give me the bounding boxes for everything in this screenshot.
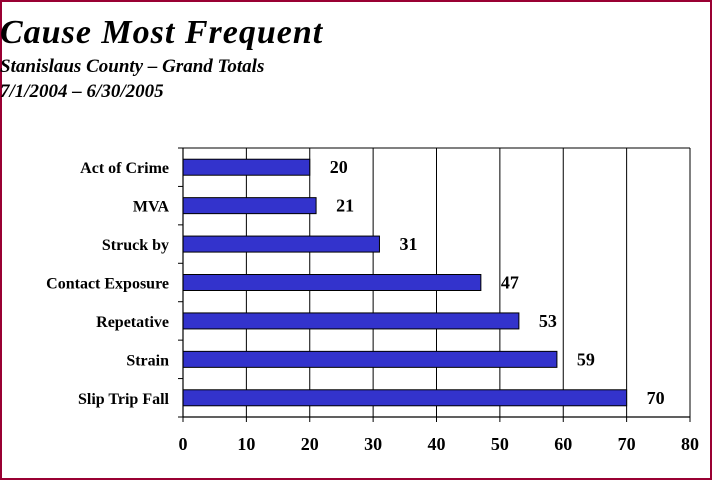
x-tick-label-80: 80 [681,434,699,454]
category-label: Struck by [102,237,169,254]
x-tick-label-30: 30 [364,434,382,454]
bar-strain [182,350,558,368]
bar-act-of-crime [182,158,311,176]
chart-title: Cause Most Frequent [0,14,324,51]
bar-mva [182,197,317,215]
x-tick-label-60: 60 [554,434,572,454]
bar-slip-trip-fall [182,389,628,407]
x-tick-label-20: 20 [301,434,319,454]
axes [178,147,691,422]
value-label: 47 [501,273,519,293]
bar-repetative [182,312,520,330]
category-label: Act of Crime [80,160,169,177]
value-label: 21 [336,196,354,216]
x-tick-label-10: 10 [237,434,255,454]
category-label: Slip Trip Fall [78,391,170,408]
bars [182,158,628,407]
chart-date-range: 7/1/2004 – 6/30/2005 [0,81,164,102]
value-label: 31 [399,234,417,254]
category-label: MVA [133,199,170,216]
value-label: 53 [539,311,557,331]
value-label: 20 [330,157,348,177]
value-label: 59 [577,349,595,369]
value-label: 70 [647,388,665,408]
chart-subtitle: Stanislaus County – Grand Totals [0,56,265,77]
labels: 0 10 20 30 40 50 60 70 80 Act of Crime 20 MVA 21 Stru… [46,157,699,454]
x-tick-label-50: 50 [491,434,509,454]
bar-struck-by [182,235,380,253]
x-tick-label-40: 40 [428,434,446,454]
bar-contact-exposure [182,274,482,291]
category-label: Repetative [96,314,169,331]
x-tick-label-0: 0 [179,434,188,454]
x-tick-label-70: 70 [618,434,636,454]
category-label: Strain [126,352,169,369]
category-label: Contact Exposure [46,276,169,293]
